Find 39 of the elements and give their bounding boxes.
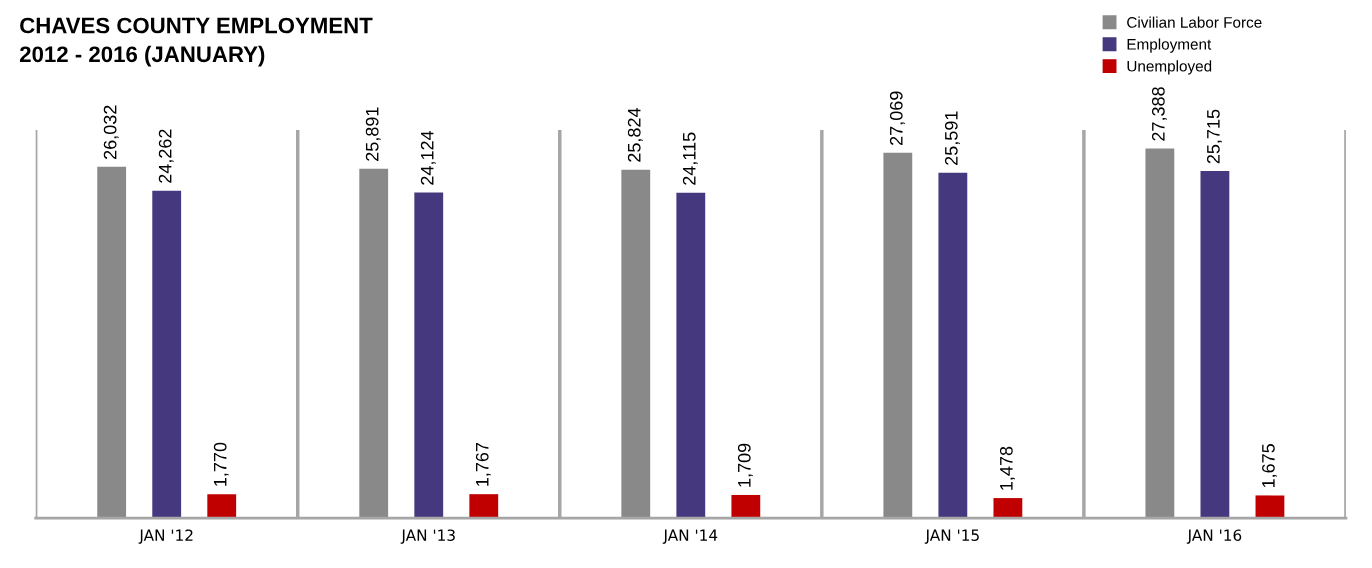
data-label: 25,891 xyxy=(365,107,381,161)
bar xyxy=(359,168,389,519)
bar xyxy=(97,166,127,519)
bar xyxy=(883,152,913,519)
bar xyxy=(469,494,499,519)
data-label: 27,069 xyxy=(889,91,905,145)
data-label: 1,709 xyxy=(737,443,753,487)
data-label: 1,478 xyxy=(999,446,1015,490)
data-label: 24,115 xyxy=(682,132,698,185)
x-tick-label: JAN '16 xyxy=(1186,529,1242,544)
bar xyxy=(993,498,1023,519)
chart-title: CHAVES COUNTY EMPLOYMENT 2012 - 2016 (JANUARY) xyxy=(19,17,373,67)
x-tick-label: JAN '12 xyxy=(138,529,193,544)
data-label: 1,770 xyxy=(213,442,229,486)
legend-label: Civilian Labor Force xyxy=(1127,16,1262,28)
data-label: 24,262 xyxy=(158,129,174,183)
bar xyxy=(1200,171,1230,519)
legend-label: Employment xyxy=(1127,38,1212,53)
data-label: 27,388 xyxy=(1151,87,1167,141)
x-tick-label: JAN '15 xyxy=(924,529,979,544)
bar xyxy=(621,169,651,519)
legend-label: Unemployed xyxy=(1127,60,1212,75)
bar xyxy=(414,192,444,519)
bar xyxy=(938,172,968,519)
data-label: 25,715 xyxy=(1206,109,1222,164)
data-label: 1,675 xyxy=(1262,444,1277,488)
bar xyxy=(1145,148,1175,519)
x-tick-label: JAN '14 xyxy=(662,529,718,544)
bar xyxy=(1255,495,1285,519)
x-tick-label: JAN '13 xyxy=(400,529,455,544)
data-label: 1,767 xyxy=(475,442,491,486)
data-label: 25,824 xyxy=(627,108,643,162)
data-label: 24,124 xyxy=(420,130,436,185)
bar xyxy=(676,192,706,519)
bar xyxy=(731,494,761,519)
bar xyxy=(152,190,182,519)
bar xyxy=(207,494,237,519)
data-label: 26,032 xyxy=(103,105,119,159)
data-label: 25,591 xyxy=(944,111,960,165)
